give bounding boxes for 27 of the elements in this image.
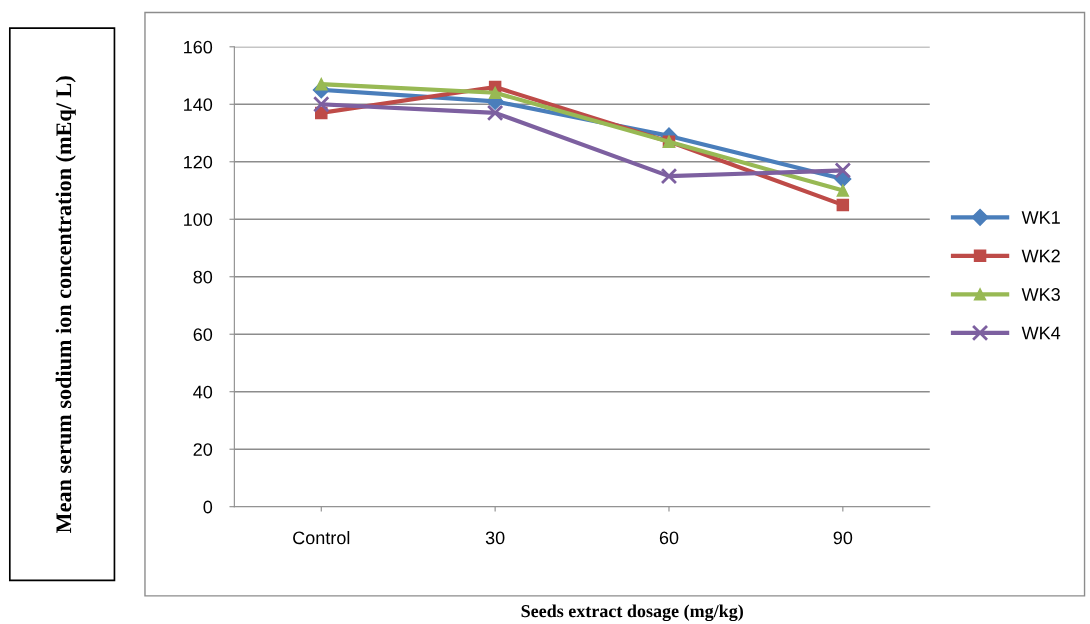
legend-label: WK4 bbox=[1021, 326, 1061, 340]
legend-label: WK2 bbox=[1021, 249, 1060, 263]
x-tick-label: 60 bbox=[659, 531, 679, 545]
point bbox=[834, 162, 852, 179]
y-tick-label: 100 bbox=[184, 213, 213, 226]
point bbox=[315, 77, 328, 91]
x-tick-label: 90 bbox=[833, 531, 853, 545]
y-tick-label: 80 bbox=[193, 270, 213, 284]
legend-label: WK3 bbox=[1021, 288, 1060, 301]
y-axis-title: Mean serum sodium ion concentration (mEq/ L) bbox=[55, 76, 76, 533]
y-tick-label: 140 bbox=[184, 98, 213, 112]
point bbox=[660, 167, 678, 185]
point bbox=[836, 184, 850, 197]
y-tick-label: 0 bbox=[203, 500, 213, 514]
x-tick-label: Control bbox=[293, 530, 350, 545]
x-tick-label: 30 bbox=[485, 531, 505, 545]
point bbox=[486, 104, 504, 122]
y-tick-label: 160 bbox=[184, 40, 213, 54]
point bbox=[312, 95, 330, 113]
point bbox=[836, 198, 850, 212]
y-tick-label: 60 bbox=[193, 328, 213, 341]
x-axis-title: Seeds extract dosage (mg/kg) bbox=[521, 604, 743, 622]
y-tick-label: 20 bbox=[193, 443, 213, 456]
point bbox=[488, 86, 502, 100]
y-tick-label: 120 bbox=[184, 155, 213, 169]
legend-label: WK1 bbox=[1021, 211, 1060, 224]
y-tick-label: 40 bbox=[193, 385, 213, 399]
